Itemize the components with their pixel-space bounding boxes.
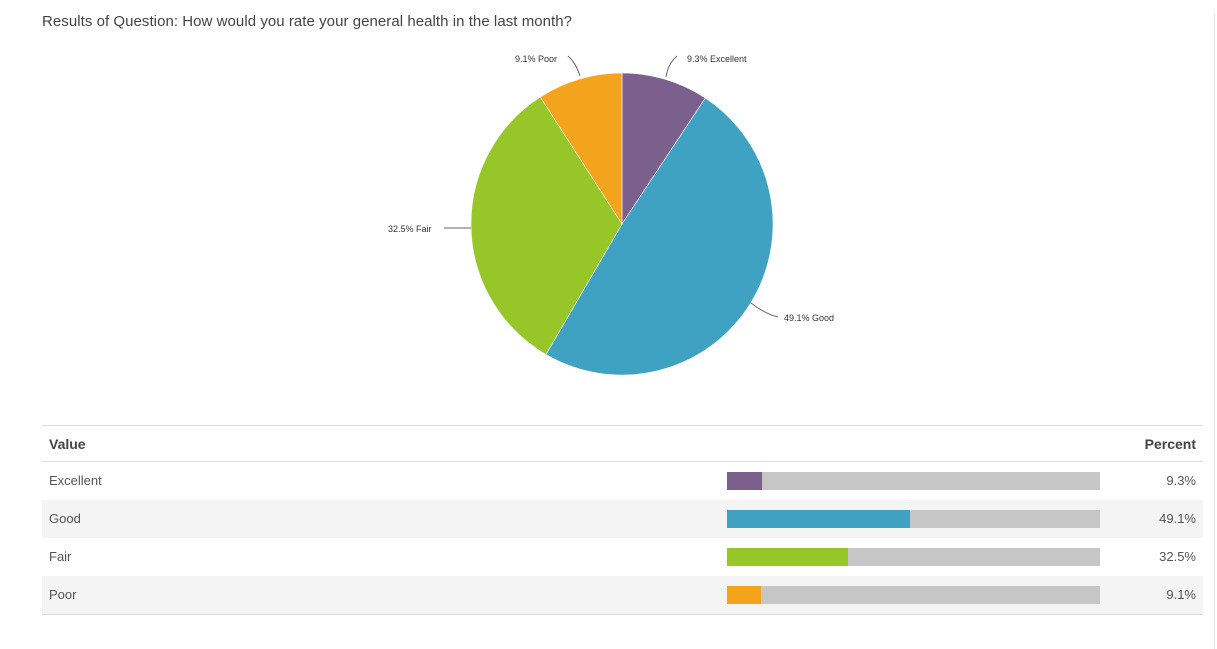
table-row: Good 49.1% <box>42 500 1203 538</box>
percent-bar-track <box>727 586 1100 604</box>
row-percent-excellent: 9.3% <box>1166 473 1196 488</box>
pie-slice-fair <box>470 96 623 355</box>
right-divider <box>1214 14 1215 649</box>
percent-bar-fill-excellent <box>727 472 762 490</box>
percent-bar-track <box>727 472 1100 490</box>
pie-slice-excellent <box>621 72 706 225</box>
pie-chart <box>444 55 779 376</box>
row-label-fair: Fair <box>49 549 72 564</box>
row-label-poor: Poor <box>49 587 77 602</box>
percent-bar-fill-poor <box>727 586 761 604</box>
results-table: Value Percent Excellent 9.3% Good 49.1% … <box>42 425 1203 615</box>
leader-line-excellent <box>665 55 678 78</box>
percent-bar-track <box>727 510 1100 528</box>
percent-bar-track <box>727 548 1100 566</box>
percent-bar-fill-good <box>727 510 911 528</box>
page-title: Results of Question: How would you rate … <box>42 13 573 30</box>
leader-line-poor <box>567 55 581 77</box>
pie-label-poor: 9.1% Poor <box>515 54 558 64</box>
pie-slice-good <box>545 97 774 376</box>
table-header: Value Percent <box>42 426 1203 462</box>
table-row: Fair 32.5% <box>42 538 1203 576</box>
row-percent-fair: 32.5% <box>1159 549 1196 564</box>
row-label-excellent: Excellent <box>49 473 102 488</box>
pie-label-good: 49.1% Good <box>784 313 835 323</box>
column-header-value: Value <box>49 436 86 452</box>
table-row: Excellent 9.3% <box>42 462 1203 500</box>
pie-slice-poor <box>539 72 623 226</box>
row-percent-poor: 9.1% <box>1166 587 1196 602</box>
percent-bar-fill-fair <box>727 548 849 566</box>
pie-label-excellent: 9.3% Excellent <box>687 54 747 64</box>
leader-line-good <box>750 302 779 318</box>
row-label-good: Good <box>49 511 81 526</box>
column-header-percent: Percent <box>1144 436 1196 452</box>
table-row: Poor 9.1% <box>42 576 1203 615</box>
row-percent-good: 49.1% <box>1159 511 1196 526</box>
pie-label-fair: 32.5% Fair <box>388 224 432 234</box>
